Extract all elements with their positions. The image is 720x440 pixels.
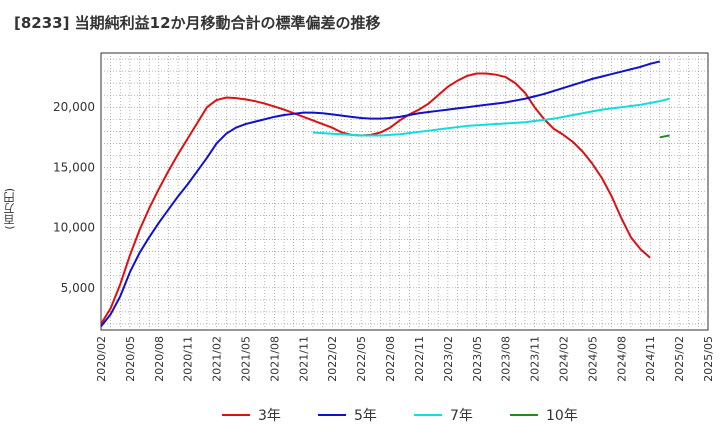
- horizontal-grid: [101, 58, 708, 325]
- y-axis-ticks: 5,000 10,000 15,000 20,000: [53, 100, 95, 295]
- x-axis-ticks: 2020/02 2020/05 2020/08 2020/11 2021/02 2021/…: [95, 336, 715, 382]
- x-tick-label: 2022/05: [355, 336, 368, 382]
- x-tick-label: 2020/05: [124, 336, 137, 382]
- legend-swatch: [510, 414, 538, 416]
- y-tick-label: 15,000: [53, 160, 95, 174]
- legend-item: 10年: [510, 402, 578, 428]
- x-tick-label: 2021/05: [240, 336, 253, 382]
- x-tick-label: 2024/08: [615, 336, 628, 382]
- x-tick-label: 2020/08: [153, 336, 166, 382]
- legend-label: 10年: [546, 408, 578, 424]
- legend-label: 3年: [258, 408, 281, 424]
- series-line: [312, 97, 670, 137]
- x-tick-label: 2021/08: [268, 336, 281, 382]
- x-tick-label: 2021/11: [297, 336, 310, 382]
- legend-label: 7年: [450, 408, 473, 424]
- y-tick-label: 5,000: [61, 281, 95, 295]
- legend-swatch: [222, 414, 250, 416]
- series-line: [100, 72, 651, 325]
- x-tick-label: 2023/02: [442, 336, 455, 382]
- legend-label: 5年: [354, 408, 377, 424]
- x-tick-label: 2025/02: [673, 336, 686, 382]
- x-tick-label: 2024/11: [644, 336, 657, 382]
- x-tick-label: 2023/05: [471, 336, 484, 382]
- legend: 3年 5年 7年 10年: [0, 402, 720, 428]
- x-tick-label: 2021/02: [211, 336, 224, 382]
- y-tick-label: 20,000: [53, 100, 95, 114]
- legend-swatch: [414, 414, 442, 416]
- legend-item: 7年: [414, 402, 473, 428]
- series-line: [659, 134, 670, 139]
- x-tick-label: 2024/02: [557, 336, 570, 382]
- x-tick-label: 2024/05: [586, 336, 599, 382]
- x-tick-label: 2022/02: [326, 336, 339, 382]
- x-tick-label: 2025/05: [702, 336, 715, 382]
- y-tick-label: 10,000: [53, 221, 95, 235]
- legend-item: 5年: [318, 402, 377, 428]
- x-tick-label: 2022/11: [413, 336, 426, 382]
- series-line: [100, 60, 661, 328]
- x-tick-label: 2023/08: [500, 336, 513, 382]
- x-tick-label: 2020/11: [182, 336, 195, 382]
- legend-item: 3年: [222, 402, 281, 428]
- x-tick-label: 2022/08: [384, 336, 397, 382]
- legend-swatch: [318, 414, 346, 416]
- series-lines: [100, 60, 670, 328]
- chart-title: [8233] 当期純利益12か月移動合計の標準偏差の推移: [14, 14, 381, 32]
- x-tick-label: 2023/11: [529, 336, 542, 382]
- x-tick-label: 2020/02: [95, 336, 108, 382]
